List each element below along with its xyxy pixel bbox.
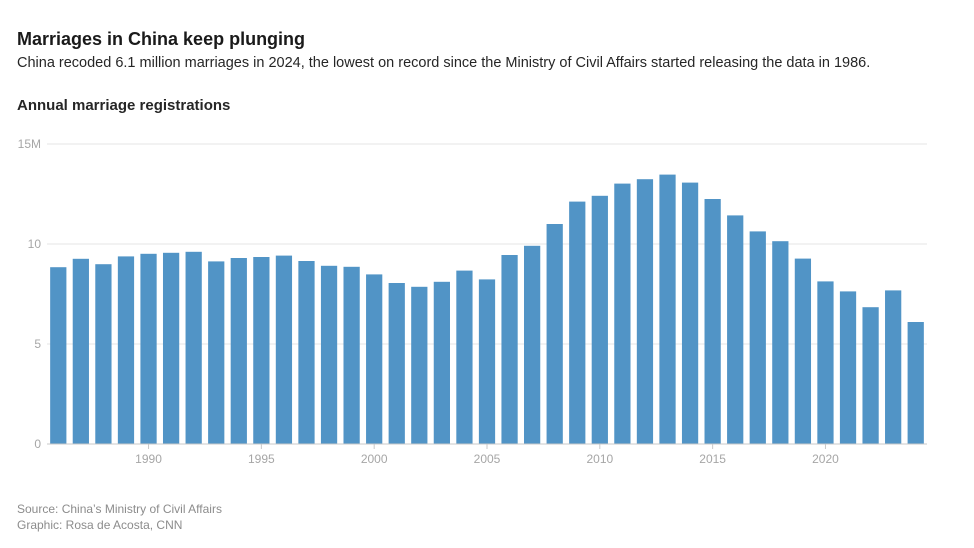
bar-1988 xyxy=(95,264,112,444)
bar-1989 xyxy=(117,256,135,444)
x-tick-label: 2010 xyxy=(586,452,613,466)
x-tick-label: 2020 xyxy=(812,452,839,466)
y-tick-label: 5 xyxy=(34,337,41,351)
x-tick-label: 2000 xyxy=(361,452,388,466)
bar-2001 xyxy=(388,283,405,444)
source-note: Source: China’s Ministry of Civil Affair… xyxy=(17,502,222,516)
bar-2013 xyxy=(659,174,676,444)
bar-1994 xyxy=(230,258,247,444)
bar-1995 xyxy=(253,257,270,444)
bar-2024 xyxy=(907,322,924,444)
x-tick-label: 2015 xyxy=(699,452,726,466)
bar-1991 xyxy=(162,252,180,444)
bar-2020 xyxy=(817,281,834,444)
bar-1993 xyxy=(208,261,225,444)
y-tick-label: 15M xyxy=(18,137,41,151)
bar-2010 xyxy=(591,195,608,444)
y-tick-label: 0 xyxy=(34,437,41,451)
bar-1992 xyxy=(185,251,202,444)
x-tick-label: 1990 xyxy=(135,452,162,466)
graphic-credit: Graphic: Rosa de Acosta, CNN xyxy=(17,518,183,532)
bar-2006 xyxy=(501,255,518,444)
bar-2016 xyxy=(727,215,744,444)
x-tick-label: 1995 xyxy=(248,452,275,466)
bar-2000 xyxy=(366,274,383,444)
bar-2005 xyxy=(478,279,496,444)
chart-label: Annual marriage registrations xyxy=(17,97,231,114)
bar-1998 xyxy=(320,265,338,444)
bar-2011 xyxy=(614,183,631,444)
bar-1990 xyxy=(140,253,157,444)
chart-subtitle: China recoded 6.1 million marriages in 2… xyxy=(17,55,871,71)
bar-1999 xyxy=(343,266,360,444)
bar-2019 xyxy=(794,258,812,444)
bar-2004 xyxy=(456,270,473,444)
bar-2002 xyxy=(411,286,428,444)
bar-1997 xyxy=(298,261,315,444)
bar-2008 xyxy=(546,224,563,444)
x-tick-label: 2005 xyxy=(474,452,501,466)
y-tick-label: 10 xyxy=(28,237,42,251)
bar-2009 xyxy=(569,201,586,444)
bar-2014 xyxy=(681,182,699,444)
chart-title: Marriages in China keep plunging xyxy=(17,29,306,49)
bar-2022 xyxy=(862,307,879,444)
bar-2012 xyxy=(636,179,654,444)
bar-1996 xyxy=(275,255,293,444)
bar-1986 xyxy=(50,267,67,444)
bars xyxy=(50,174,924,444)
bar-2021 xyxy=(839,291,857,444)
bar-2015 xyxy=(704,199,721,444)
axes: 0 5 10 15M 1990 1995 2000 2005 2010 2015 2020 xyxy=(18,137,927,466)
bar-1987 xyxy=(72,258,89,444)
bar-2023 xyxy=(885,290,902,444)
bar-2017 xyxy=(749,231,766,444)
bar-2018 xyxy=(772,241,789,444)
bar-2003 xyxy=(433,281,450,444)
bar-2007 xyxy=(524,245,541,444)
